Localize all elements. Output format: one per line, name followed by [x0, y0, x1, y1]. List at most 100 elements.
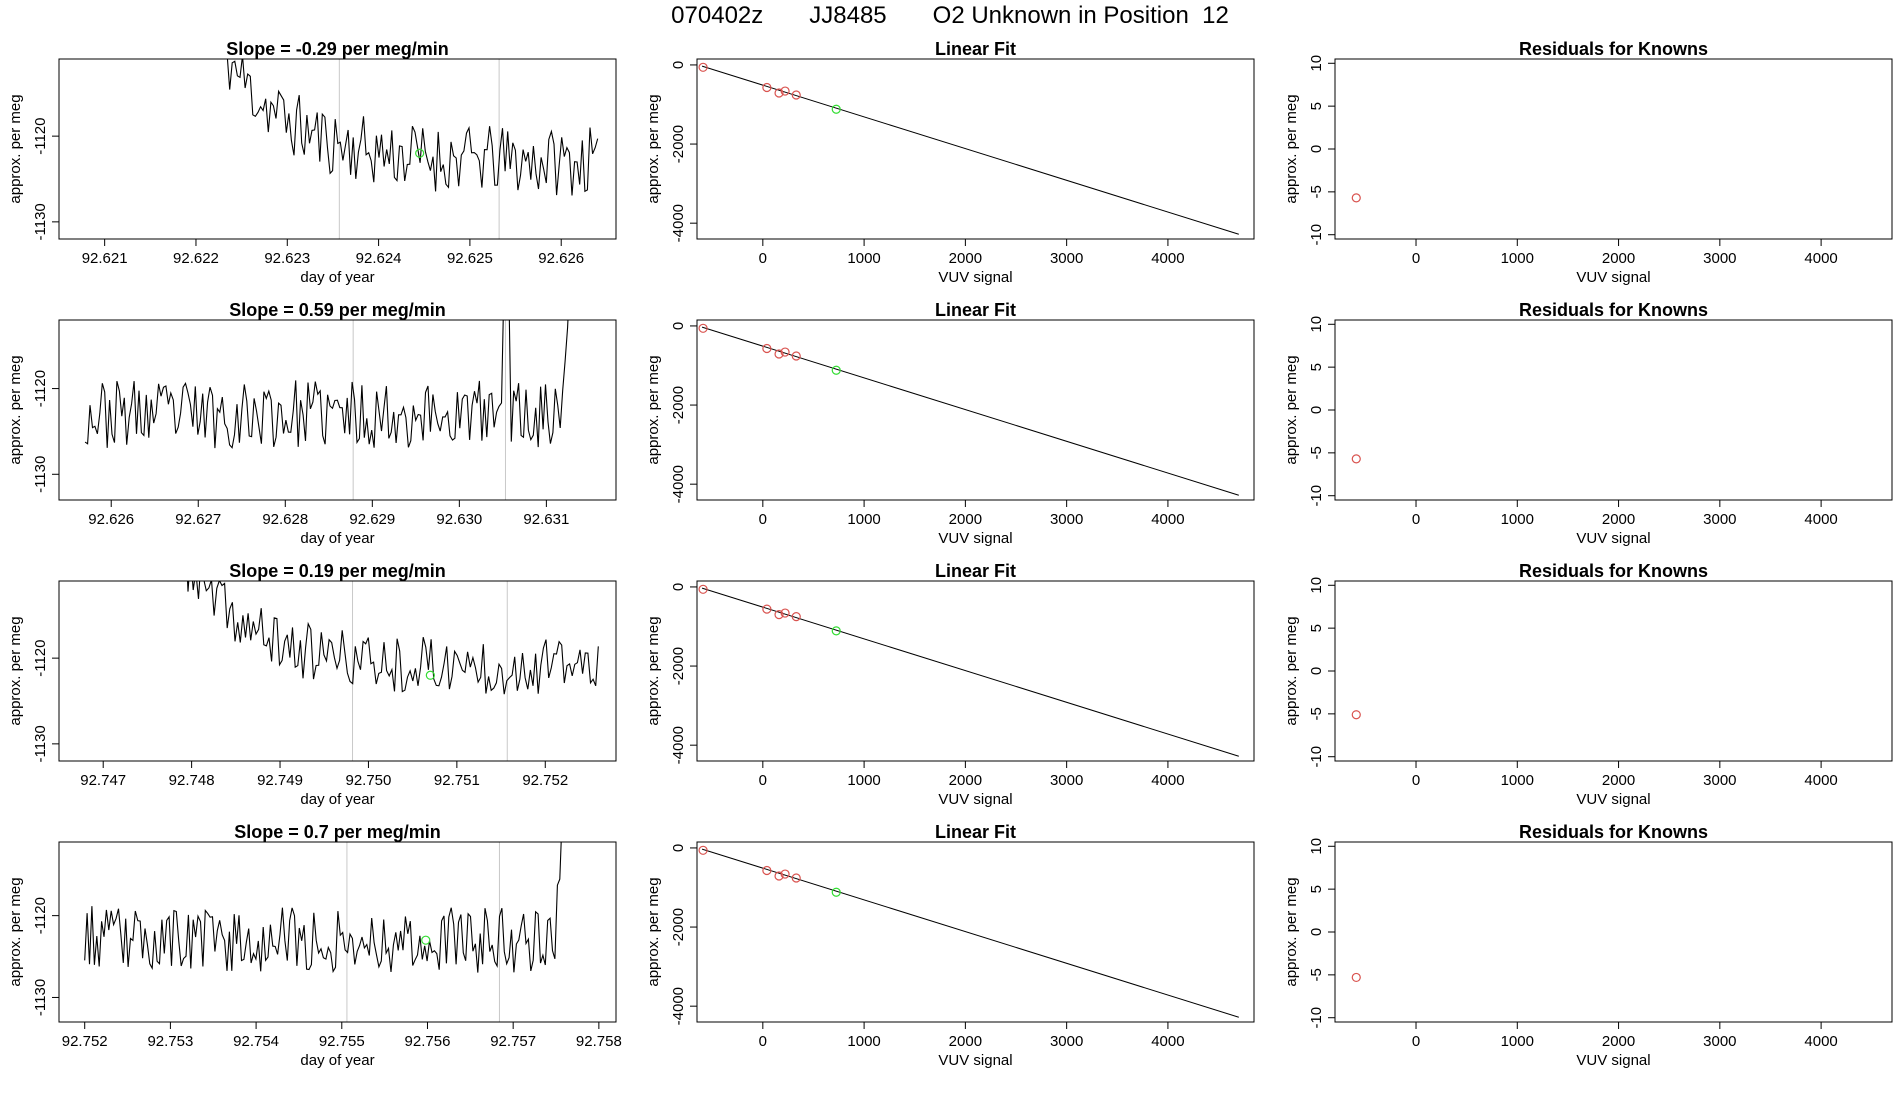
row3-residuals-panel: Residuals for Knowns 0 1000 2000 3000 4000 10 5… — [1283, 561, 1893, 808]
known-point — [698, 62, 708, 72]
y-tick-label: 5 — [1308, 102, 1325, 110]
x-tick-label: 2000 — [1602, 250, 1635, 267]
plot-title: Residuals for Knowns — [1519, 300, 1708, 320]
x-tick-label: 0 — [759, 511, 767, 528]
x-axis-label: VUV signal — [1576, 530, 1650, 547]
x-tick-label: 92.752 — [522, 772, 568, 789]
known-point — [1351, 193, 1361, 203]
row2-timeseries-panel: Slope = 0.59 per meg/min 92.626 92.627 92.6… — [7, 300, 617, 547]
plot-title: Slope = 0.7 per meg/min — [234, 822, 441, 842]
y-tick-label: 5 — [1308, 363, 1325, 371]
known-point — [791, 873, 801, 883]
y-tick-label: -10 — [1308, 224, 1325, 246]
x-tick-label: 3000 — [1703, 772, 1736, 789]
y-axis-label: approx. per meg — [645, 877, 662, 986]
plot-frame — [1334, 841, 1893, 1023]
x-tick-label: 92.622 — [173, 250, 219, 267]
y-tick-label: -1120 — [32, 897, 49, 934]
known-point — [774, 871, 784, 881]
y-tick-label: -10 — [1308, 1007, 1325, 1029]
y-axis-label: approx. per meg — [7, 355, 24, 464]
x-tick-label: 0 — [759, 250, 767, 267]
plot-frame — [58, 58, 617, 240]
x-tick-label: 92.624 — [356, 250, 402, 267]
plot-frame — [1334, 580, 1893, 762]
known-point — [1351, 972, 1361, 983]
plot-title: Residuals for Knowns — [1519, 561, 1708, 581]
x-tick-label: 92.749 — [257, 772, 303, 789]
series-line — [186, 581, 599, 695]
plot-title: Linear Fit — [935, 300, 1016, 320]
y-tick-label: -1120 — [32, 118, 49, 155]
tank-id-label: JJ8485 — [809, 2, 887, 29]
y-tick-label: -1130 — [32, 456, 49, 493]
x-tick-label: 2000 — [949, 511, 982, 528]
known-point — [762, 604, 772, 614]
x-tick-label: 3000 — [1703, 250, 1736, 267]
row2-linearfit-panel: Linear Fit 0 1000 2000 3000 4000 0 -2000 -4000 VU… — [645, 300, 1255, 547]
plot-title: Slope = -0.29 per meg/min — [226, 39, 449, 59]
x-tick-label: 4000 — [1804, 772, 1837, 789]
unknown-point — [425, 670, 435, 680]
plot-frame — [1334, 58, 1893, 240]
x-tick-label: 92.758 — [576, 1033, 622, 1050]
known-point — [780, 347, 790, 357]
y-tick-label: 0 — [670, 583, 687, 591]
y-tick-label: 0 — [670, 61, 687, 69]
known-point — [762, 82, 772, 93]
known-point — [774, 88, 784, 98]
plot-frame — [58, 319, 617, 501]
known-point — [780, 608, 790, 618]
y-tick-label: -2000 — [670, 908, 687, 946]
x-tick-label: 0 — [759, 772, 767, 789]
x-tick-label: 0 — [1412, 511, 1420, 528]
known-point — [780, 869, 790, 879]
series-line — [84, 320, 569, 449]
x-tick-label: 92.748 — [169, 772, 215, 789]
row1-residuals-panel: Residuals for Knowns 0 1000 2000 3000 4000 10 5… — [1283, 39, 1893, 286]
y-tick-label: 0 — [1308, 928, 1325, 936]
row3-linearfit-panel: Linear Fit 0 1000 2000 3000 4000 0 -2000 -4000 VU… — [645, 561, 1255, 808]
y-tick-label: -10 — [1308, 485, 1325, 507]
row2-residuals-plot-area — [1351, 454, 1361, 464]
known-point — [791, 351, 801, 361]
x-tick-label: 2000 — [949, 772, 982, 789]
x-axis-label: VUV signal — [1576, 1052, 1650, 1069]
known-point — [762, 343, 772, 354]
y-tick-label: -5 — [1308, 185, 1325, 198]
x-axis-label: VUV signal — [938, 269, 1012, 286]
y-axis-label: approx. per meg — [645, 94, 662, 203]
run-date-label: 070402z — [671, 2, 764, 29]
x-tick-label: 3000 — [1050, 772, 1083, 789]
y-axis-label: approx. per meg — [7, 616, 24, 725]
x-axis-label: day of year — [300, 530, 374, 547]
unknown-point — [831, 365, 841, 375]
row1-timeseries-panel: Slope = -0.29 per meg/min 92.621 92.622 92.… — [7, 39, 617, 286]
fit-line — [701, 326, 1239, 496]
x-tick-label: 3000 — [1703, 511, 1736, 528]
plot-frame — [696, 319, 1255, 501]
y-tick-label: -1120 — [32, 370, 49, 407]
plot-title: Slope = 0.19 per meg/min — [229, 561, 446, 581]
row1-residuals-plot-area — [1351, 193, 1361, 203]
known-point — [774, 610, 784, 620]
x-tick-label: 3000 — [1050, 1033, 1083, 1050]
x-tick-label: 2000 — [949, 1033, 982, 1050]
known-point — [698, 323, 708, 333]
x-tick-label: 92.756 — [405, 1033, 451, 1050]
x-tick-label: 4000 — [1151, 250, 1184, 267]
row1-linearfit-panel: Linear Fit 0 1000 2000 3000 4000 0 -2000 -4000 VU… — [645, 39, 1255, 286]
x-tick-label: 92.750 — [345, 772, 391, 789]
y-tick-label: -4000 — [670, 726, 687, 764]
x-axis-label: VUV signal — [1576, 269, 1650, 286]
y-tick-label: -4000 — [670, 204, 687, 242]
y-tick-label: -5 — [1308, 968, 1325, 981]
y-tick-label: 10 — [1308, 577, 1325, 594]
row3-timeseries-plot-area — [186, 581, 599, 761]
y-axis-label: approx. per meg — [7, 877, 24, 986]
y-axis-label: approx. per meg — [1283, 616, 1300, 725]
row4-linearfit-plot-area — [698, 845, 1239, 1018]
x-tick-label: 92.629 — [349, 511, 395, 528]
series-line — [84, 842, 562, 974]
